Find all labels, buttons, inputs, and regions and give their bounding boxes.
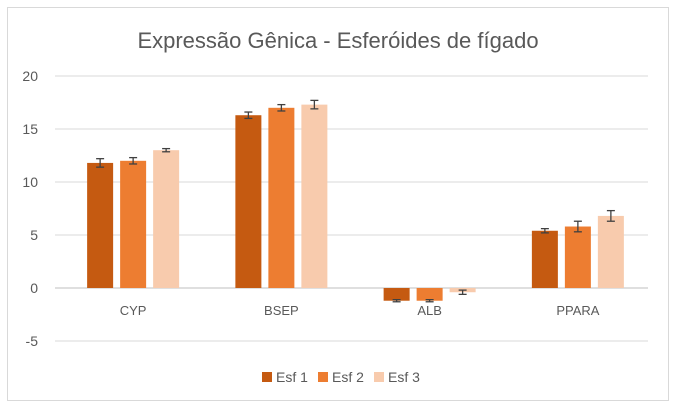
bar: [597, 215, 624, 288]
error-bar: [425, 299, 434, 303]
bar: [531, 230, 558, 288]
bar: [120, 160, 147, 288]
y-tick-label: 15: [22, 121, 38, 137]
legend-label: Esf 2: [332, 369, 364, 385]
error-bar: [129, 156, 138, 165]
legend-label: Esf 3: [388, 369, 420, 385]
error-bar: [573, 220, 582, 233]
y-tick-label: 20: [22, 68, 38, 84]
y-tick-label: 0: [30, 280, 38, 296]
y-tick-label: -5: [26, 333, 39, 349]
error-bar: [277, 103, 286, 112]
y-axis-ticks: 20 15 10 5 0 -5: [22, 68, 38, 349]
bar: [153, 150, 180, 288]
y-tick-label: 5: [30, 227, 38, 243]
legend: Esf 1 Esf 2 Esf 3: [262, 369, 420, 385]
bar: [564, 226, 591, 288]
bar: [87, 162, 114, 288]
legend-swatch: [374, 372, 384, 382]
category-labels: CYP BSEP ALB PPARA: [120, 303, 600, 318]
bar: [268, 107, 295, 288]
error-bar: [162, 147, 171, 153]
error-bar: [540, 227, 549, 234]
category-label: ALB: [417, 303, 442, 318]
bars: [87, 99, 624, 303]
error-bar: [244, 111, 253, 120]
bar: [235, 115, 262, 288]
category-label: BSEP: [264, 303, 299, 318]
category-label: CYP: [120, 303, 147, 318]
legend-label: Esf 1: [276, 369, 308, 385]
category-label: PPARA: [556, 303, 599, 318]
error-bar: [310, 99, 319, 110]
bar: [301, 104, 328, 289]
bar: [416, 288, 443, 301]
chart-frame: [7, 7, 669, 401]
bar: [383, 288, 410, 301]
y-tick-label: 10: [22, 174, 38, 190]
error-bar: [458, 289, 467, 296]
chart-title: Expressão Gênica - Esferóides de fígado: [137, 28, 538, 53]
error-bar: [96, 158, 105, 168]
error-bar: [392, 299, 401, 303]
legend-swatch: [262, 372, 272, 382]
error-bar: [606, 209, 615, 222]
legend-swatch: [318, 372, 328, 382]
